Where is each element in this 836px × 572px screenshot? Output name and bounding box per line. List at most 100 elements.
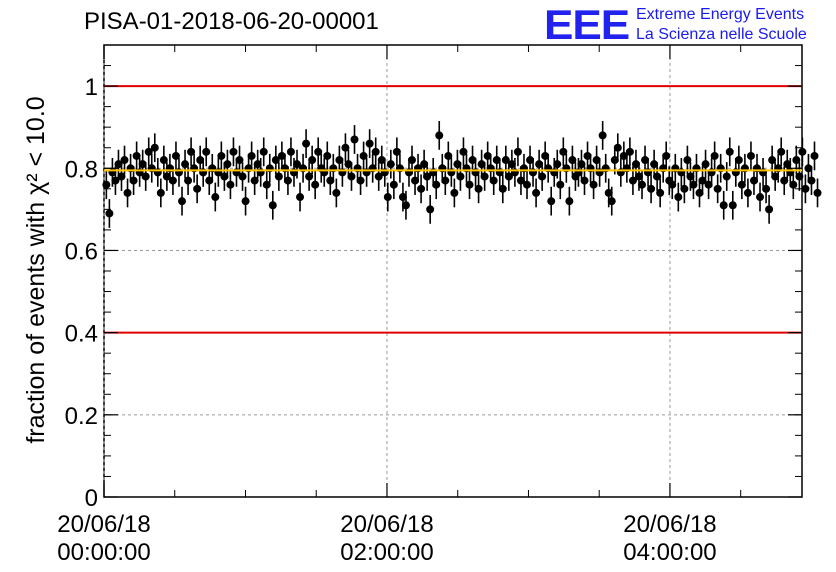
data-point (795, 172, 804, 181)
data-point (423, 172, 432, 181)
data-point (513, 147, 522, 156)
data-point (187, 147, 196, 156)
data-point (123, 188, 132, 197)
data-point (535, 160, 544, 169)
data-point (389, 180, 398, 189)
data-point (631, 160, 640, 169)
data-point (132, 151, 141, 160)
data-point (111, 176, 120, 185)
data-point (722, 172, 731, 181)
data-point (374, 172, 383, 181)
data-point (426, 205, 435, 214)
data-point (589, 180, 598, 189)
data-point (798, 147, 807, 156)
data-point (383, 193, 392, 202)
data-point (417, 184, 426, 193)
data-point (701, 160, 710, 169)
y-tick-label: 0.4 (65, 321, 98, 348)
data-point (444, 151, 453, 160)
data-point (792, 156, 801, 165)
x-tick-label-time: 02:00:00 (340, 539, 433, 566)
axis-layer: 00.20.40.60.8120/06/1800:00:0020/06/1802… (57, 44, 802, 566)
data-point (341, 143, 350, 152)
eee-logo-mark: EEE (544, 1, 630, 48)
data-point (193, 184, 202, 193)
data-point (196, 156, 205, 165)
data-point (441, 176, 450, 185)
y-tick-label: 0.8 (65, 156, 98, 183)
data-point (541, 151, 550, 160)
data-point (619, 151, 628, 160)
data-point (277, 151, 286, 160)
data-point (656, 188, 665, 197)
data-point (489, 176, 498, 185)
data-point (638, 180, 647, 189)
data-point (532, 188, 541, 197)
data-point (205, 176, 214, 185)
plot-frame (103, 44, 803, 498)
data-point (746, 151, 755, 160)
data-point (156, 188, 165, 197)
data-point (568, 156, 577, 165)
data-point (459, 147, 468, 156)
data-point (129, 176, 138, 185)
data-point (625, 147, 634, 156)
data-point (332, 188, 341, 197)
data-point (710, 151, 719, 160)
data-point (102, 180, 111, 189)
data-point (737, 180, 746, 189)
data-point (477, 160, 486, 169)
data-point (411, 176, 420, 185)
data-point (734, 156, 743, 165)
data-point (650, 160, 659, 169)
data-point (507, 160, 516, 169)
eee-logo-line2: La Scienza nelle Scuole (636, 26, 807, 43)
data-point (105, 209, 114, 218)
data-point (159, 156, 168, 165)
data-point (762, 184, 771, 193)
data-point (725, 147, 734, 156)
data-point (168, 176, 177, 185)
data-point (144, 147, 153, 156)
data-point (801, 184, 810, 193)
x-tick-label-date: 20/06/18 (340, 511, 433, 538)
y-tick-label: 0.6 (65, 238, 98, 265)
data-point (305, 172, 314, 181)
data-point (698, 176, 707, 185)
data-point (598, 131, 607, 140)
data-point (401, 201, 410, 210)
data-point (286, 147, 295, 156)
data-point (308, 156, 317, 165)
data-point (804, 164, 813, 173)
data-point (592, 156, 601, 165)
data-point (211, 193, 220, 202)
data-point (235, 156, 244, 165)
data-point (607, 197, 616, 206)
data-point (138, 160, 147, 169)
data-point (810, 151, 819, 160)
data-point (680, 184, 689, 193)
data-point (398, 193, 407, 202)
data-point (653, 172, 662, 181)
data-point (689, 180, 698, 189)
data-point (668, 180, 677, 189)
data-point (274, 172, 283, 181)
data-point (765, 205, 774, 214)
data-point (392, 147, 401, 156)
data-point (501, 156, 510, 165)
data-point (565, 197, 574, 206)
data-point (704, 180, 713, 189)
y-tick-label: 1 (85, 74, 98, 101)
data-point (311, 180, 320, 189)
data-point (686, 172, 695, 181)
data-point (468, 156, 477, 165)
data-point (450, 188, 459, 197)
data-point (780, 176, 789, 185)
data-point (662, 151, 671, 160)
data-point (728, 201, 737, 210)
data-point (365, 139, 374, 148)
grid-layer (103, 45, 802, 497)
data-point (268, 201, 277, 210)
data-point (628, 176, 637, 185)
